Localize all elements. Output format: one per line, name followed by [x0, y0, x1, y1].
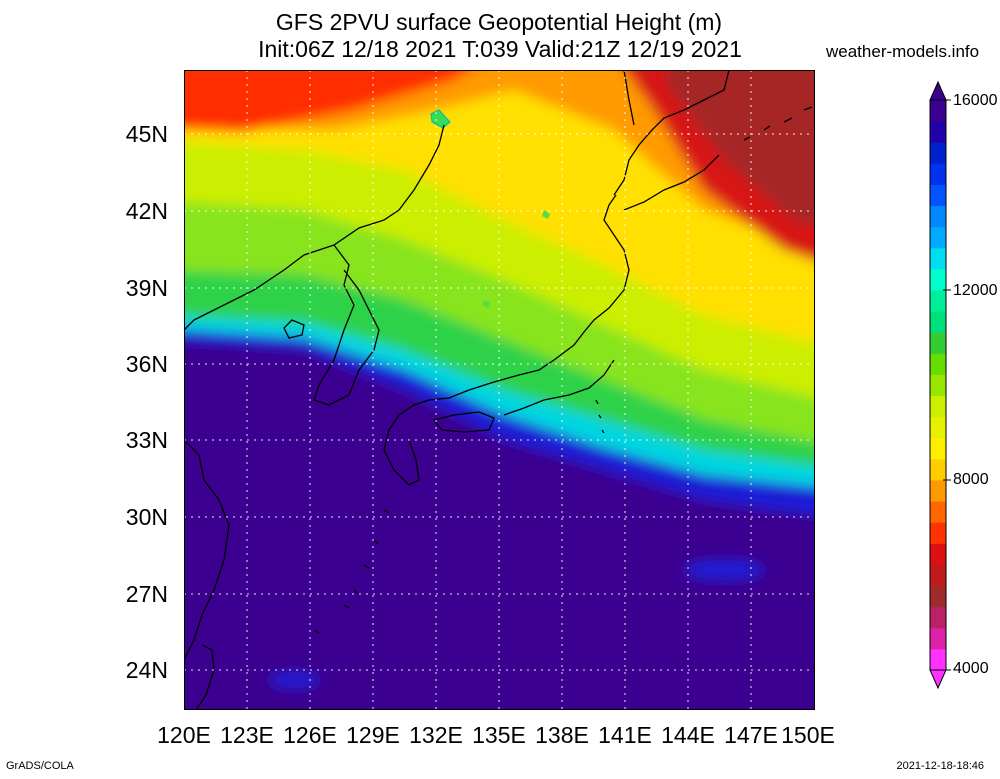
colorbar-band	[930, 606, 946, 629]
colorbar-band	[930, 247, 946, 270]
lon-tick-123e: 123E	[220, 722, 274, 748]
colorbar-band	[930, 585, 946, 608]
colorbar-band	[930, 142, 946, 164]
lon-tick-129e: 129E	[346, 722, 400, 748]
height-field	[184, 70, 815, 710]
colorbar-band	[930, 121, 946, 143]
lon-tick-126e: 126E	[283, 722, 337, 748]
colorbar-band	[930, 332, 946, 354]
colorbar-ticks	[943, 99, 951, 671]
lon-tick-150e: 150E	[781, 722, 835, 748]
colorbar-band	[930, 458, 946, 481]
colorbar-label-16000: 16000	[953, 92, 998, 109]
lat-tick-39n: 39N	[125, 275, 168, 301]
graticule	[184, 70, 815, 710]
colorbar-band	[930, 648, 946, 671]
lat-tick-36n: 36N	[125, 351, 168, 377]
colorbar-band	[930, 522, 946, 544]
colorbar-band	[930, 501, 946, 523]
lon-tick-147e: 147E	[724, 722, 778, 748]
lat-tick-42n: 42N	[125, 198, 168, 224]
software-credit: GrADS/COLA	[6, 760, 74, 772]
lon-tick-144e: 144E	[661, 722, 715, 748]
colorbar-bands	[929, 80, 947, 690]
lon-tick-120e: 120E	[157, 722, 211, 748]
colorbar-band	[930, 395, 946, 418]
colorbar-band	[930, 268, 946, 291]
colorbar-label-8000: 8000	[953, 471, 989, 488]
colorbar-band	[930, 543, 946, 565]
render-timestamp: 2021-12-18-18:46	[896, 760, 984, 772]
colorbar-band	[930, 226, 946, 249]
colorbar-band	[930, 184, 946, 207]
lat-tick-27n: 27N	[125, 581, 168, 607]
colorbar-band	[930, 437, 946, 460]
map-panel	[184, 70, 815, 710]
colorbar-band	[930, 353, 946, 375]
colorbar-band	[930, 311, 946, 333]
colorbar-band	[930, 480, 946, 502]
colorbar-band	[930, 627, 946, 650]
shower-cells	[427, 109, 550, 317]
map-canvas	[184, 70, 815, 710]
colorbar-band	[930, 205, 946, 228]
colorbar-band	[930, 416, 946, 439]
map-title: GFS 2PVU surface Geopotential Height (m)	[275, 9, 723, 35]
map-frame	[184, 70, 815, 710]
colorbar-band	[930, 163, 946, 185]
coastlines	[184, 70, 813, 710]
lon-tick-138e: 138E	[535, 722, 589, 748]
colorbar-label-12000: 12000	[953, 282, 998, 299]
lat-tick-30n: 30N	[125, 504, 168, 530]
colorbar-band	[930, 374, 946, 397]
lon-tick-135e: 135E	[472, 722, 526, 748]
colorbar-max-arrow	[929, 80, 947, 101]
colorbar-min-arrow	[929, 669, 947, 690]
colorbar-band	[930, 100, 946, 122]
map-subtitle: Init:06Z 12/18 2021 T:039 Valid:21Z 12/1…	[258, 36, 742, 62]
colorbar	[929, 80, 951, 690]
colorbar-band	[930, 290, 946, 312]
lat-tick-24n: 24N	[125, 657, 168, 683]
site-label: weather-models.info	[826, 42, 980, 61]
colorbar-frame	[929, 99, 947, 671]
colorbar-label-4000: 4000	[953, 660, 989, 677]
lon-tick-132e: 132E	[409, 722, 463, 748]
lat-tick-45n: 45N	[125, 121, 168, 147]
lon-tick-141e: 141E	[598, 722, 652, 748]
colorbar-band	[930, 564, 946, 587]
lat-tick-33n: 33N	[125, 427, 168, 453]
